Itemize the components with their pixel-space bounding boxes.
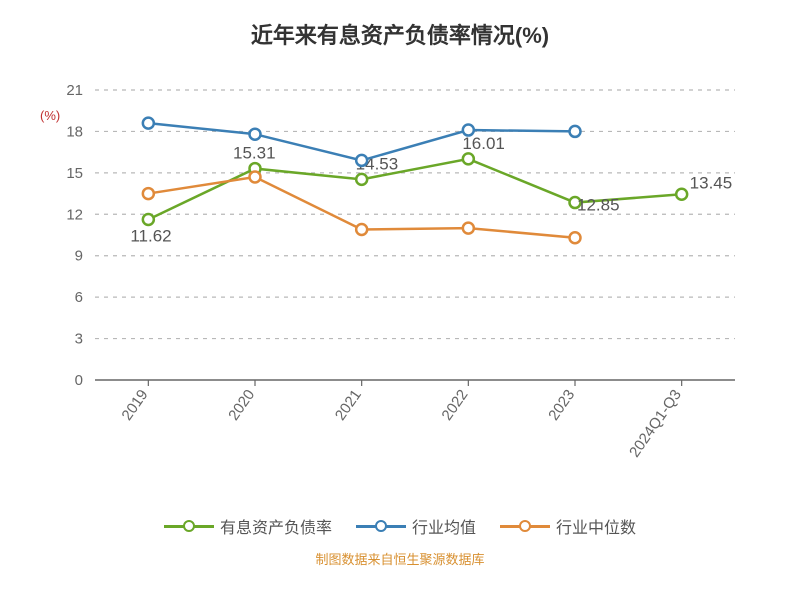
svg-text:2022: 2022 xyxy=(439,387,472,424)
svg-text:11.62: 11.62 xyxy=(130,227,171,246)
legend-item-ratio: 有息资产负债率 xyxy=(164,514,332,538)
svg-text:13.45: 13.45 xyxy=(690,173,733,192)
legend-item-industry_median: 行业中位数 xyxy=(500,514,636,538)
svg-text:18: 18 xyxy=(66,123,83,140)
legend-marker-icon xyxy=(356,519,406,533)
legend-marker-icon xyxy=(164,519,214,533)
chart-area: 0 3 6 9 12 15 18 21 2019 2020 2021 2022 2023 2024Q1-Q… xyxy=(0,60,800,460)
source-note: 制图数据来自恒生聚源数据库 xyxy=(0,549,800,568)
svg-text:2019: 2019 xyxy=(119,387,152,424)
svg-text:2021: 2021 xyxy=(332,387,365,424)
svg-text:2024Q1-Q3: 2024Q1-Q3 xyxy=(626,387,685,460)
svg-text:15: 15 xyxy=(66,165,83,182)
svg-text:9: 9 xyxy=(75,248,83,265)
legend-label: 有息资产负债率 xyxy=(220,514,332,538)
svg-text:15.31: 15.31 xyxy=(233,144,276,163)
svg-text:0: 0 xyxy=(75,372,83,389)
svg-text:2023: 2023 xyxy=(545,387,578,424)
legend-item-industry_avg: 行业均值 xyxy=(356,514,476,538)
legend-label: 行业均值 xyxy=(412,514,476,538)
legend-marker-icon xyxy=(500,519,550,533)
y-axis-label: (%) xyxy=(40,108,60,123)
legend-label: 行业中位数 xyxy=(556,514,636,538)
svg-text:6: 6 xyxy=(75,289,83,306)
legend: 有息资产负债率 行业均值 行业中位数 xyxy=(0,514,800,538)
svg-text:21: 21 xyxy=(66,82,83,99)
svg-text:3: 3 xyxy=(75,331,83,348)
svg-text:12: 12 xyxy=(66,206,83,223)
chart-title: 近年来有息资产负债率情况(%) xyxy=(0,0,800,50)
svg-text:2020: 2020 xyxy=(225,387,258,424)
svg-text:12.85: 12.85 xyxy=(577,196,620,215)
line-chart-svg: 0 3 6 9 12 15 18 21 2019 2020 2021 2022 2023 2024Q1-Q… xyxy=(0,60,800,460)
